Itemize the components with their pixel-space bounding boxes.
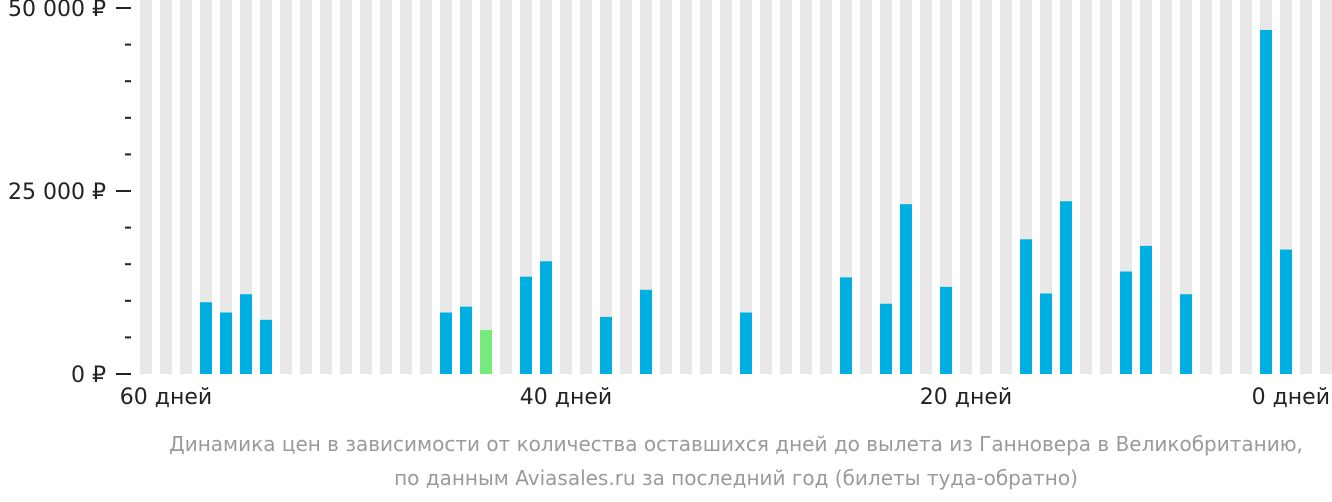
price-bar[interactable] bbox=[1260, 29, 1272, 375]
background-column bbox=[680, 0, 692, 374]
y-tick-label: 0 ₽ bbox=[71, 363, 106, 388]
background-column bbox=[400, 0, 412, 374]
x-tick-label: 20 дней bbox=[920, 385, 1012, 410]
price-bar[interactable] bbox=[260, 319, 272, 374]
background-column bbox=[320, 0, 332, 374]
background-column bbox=[1080, 0, 1092, 374]
price-bar[interactable] bbox=[600, 316, 612, 374]
background-column bbox=[160, 0, 172, 374]
background-column bbox=[280, 0, 292, 374]
x-axis: 60 дней 40 дней 20 дней 0 дней bbox=[120, 385, 1330, 410]
price-bar[interactable] bbox=[240, 294, 252, 374]
background-column bbox=[580, 0, 592, 374]
price-bar[interactable] bbox=[220, 312, 232, 374]
background-column bbox=[140, 0, 152, 374]
chart-caption-line-2: по данным Aviasales.ru за последний год … bbox=[394, 466, 1078, 490]
x-tick-label: 40 дней bbox=[520, 385, 612, 410]
price-bar[interactable] bbox=[840, 277, 852, 374]
background-column bbox=[800, 0, 812, 374]
price-bar[interactable] bbox=[460, 306, 472, 374]
background-column bbox=[620, 0, 632, 374]
background-columns bbox=[140, 0, 1332, 374]
background-column bbox=[700, 0, 712, 374]
background-column bbox=[820, 0, 832, 374]
price-bar-min[interactable] bbox=[480, 330, 492, 374]
background-column bbox=[880, 0, 892, 374]
background-column bbox=[240, 0, 252, 374]
price-bar[interactable] bbox=[1180, 294, 1192, 374]
background-column bbox=[960, 0, 972, 374]
background-column bbox=[860, 0, 872, 374]
background-column bbox=[1100, 0, 1112, 374]
background-column bbox=[1300, 0, 1312, 374]
price-bar[interactable] bbox=[940, 286, 952, 374]
background-column bbox=[1240, 0, 1252, 374]
background-column bbox=[1320, 0, 1332, 374]
price-bar[interactable] bbox=[1020, 239, 1032, 374]
price-bar[interactable] bbox=[880, 303, 892, 374]
price-bar[interactable] bbox=[1140, 245, 1152, 374]
background-column bbox=[640, 0, 652, 374]
background-column bbox=[1160, 0, 1172, 374]
price-bar[interactable] bbox=[1040, 293, 1052, 374]
background-column bbox=[480, 0, 492, 374]
background-column bbox=[560, 0, 572, 374]
price-bar[interactable] bbox=[1060, 201, 1072, 374]
background-column bbox=[300, 0, 312, 374]
x-tick-label: 0 дней bbox=[1252, 385, 1330, 410]
background-column bbox=[660, 0, 672, 374]
background-column bbox=[1200, 0, 1212, 374]
background-column bbox=[180, 0, 192, 374]
price-bar[interactable] bbox=[520, 276, 532, 374]
background-column bbox=[760, 0, 772, 374]
price-bar[interactable] bbox=[900, 204, 912, 374]
background-column bbox=[1040, 0, 1052, 374]
background-column bbox=[920, 0, 932, 374]
background-column bbox=[420, 0, 432, 374]
background-column bbox=[780, 0, 792, 374]
background-column bbox=[1180, 0, 1192, 374]
price-bar[interactable] bbox=[200, 302, 212, 374]
background-column bbox=[720, 0, 732, 374]
background-column bbox=[340, 0, 352, 374]
price-bar[interactable] bbox=[440, 312, 452, 374]
background-column bbox=[980, 0, 992, 374]
background-column bbox=[440, 0, 452, 374]
y-tick-label: 25 000 ₽ bbox=[8, 180, 106, 205]
price-by-days-chart: 0 ₽ 25 000 ₽ 50 000 ₽ 60 дней 40 дней 20 дне… bbox=[8, 0, 1332, 410]
background-column bbox=[500, 0, 512, 374]
price-bar[interactable] bbox=[740, 312, 752, 374]
chart-caption-line-1: Динамика цен в зависимости от количества… bbox=[169, 432, 1303, 456]
background-column bbox=[200, 0, 212, 374]
background-column bbox=[600, 0, 612, 374]
background-column bbox=[260, 0, 272, 374]
price-bar[interactable] bbox=[640, 289, 652, 374]
background-column bbox=[1220, 0, 1232, 374]
price-bar[interactable] bbox=[1280, 249, 1292, 374]
price-bar[interactable] bbox=[1120, 271, 1132, 374]
background-column bbox=[940, 0, 952, 374]
y-axis: 0 ₽ 25 000 ₽ 50 000 ₽ bbox=[8, 0, 131, 388]
x-tick-label: 60 дней bbox=[120, 385, 212, 410]
background-column bbox=[1000, 0, 1012, 374]
background-column bbox=[220, 0, 232, 374]
price-bar[interactable] bbox=[540, 261, 552, 374]
y-tick-label: 50 000 ₽ bbox=[8, 0, 106, 22]
background-column bbox=[740, 0, 752, 374]
background-column bbox=[380, 0, 392, 374]
price-bars bbox=[200, 29, 1292, 375]
background-column bbox=[460, 0, 472, 374]
background-column bbox=[360, 0, 372, 374]
